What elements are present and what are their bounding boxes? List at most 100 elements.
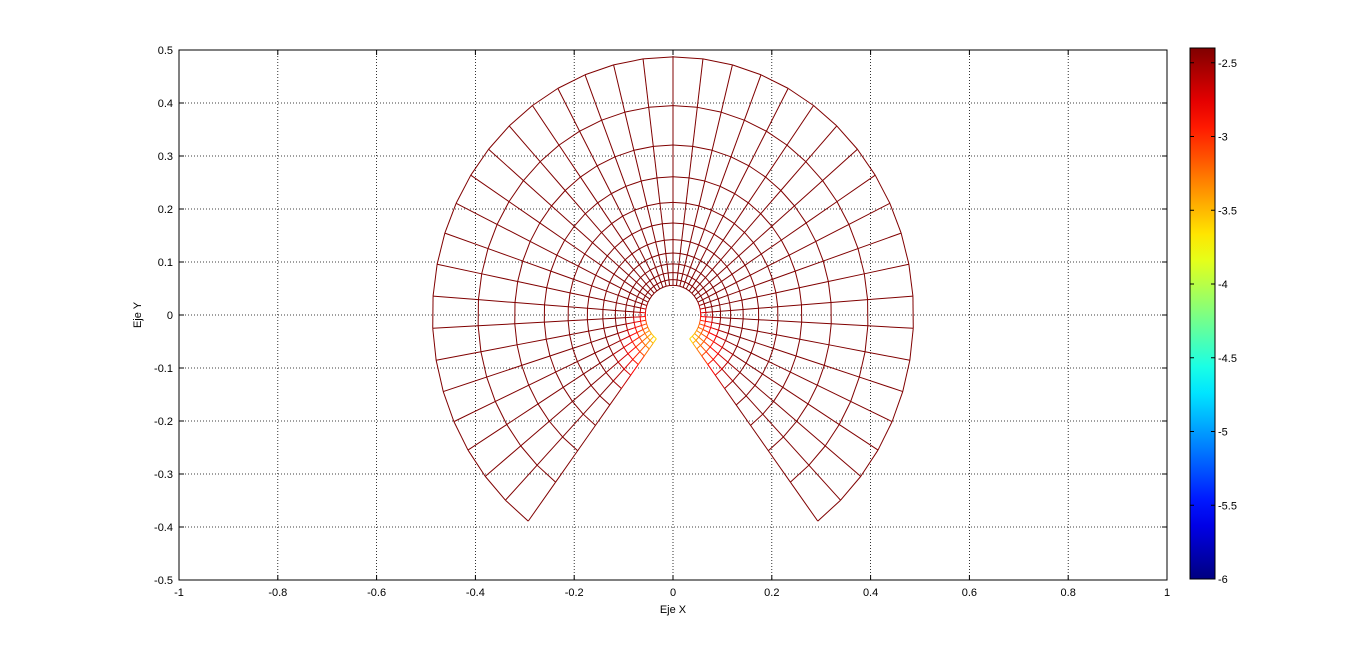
colorbar-tick-label: -3.5 bbox=[1218, 205, 1237, 217]
mesh-edge bbox=[609, 273, 615, 283]
mesh-edge bbox=[720, 317, 731, 319]
mesh-edge bbox=[646, 333, 652, 338]
mesh-edge bbox=[582, 395, 601, 415]
mesh-edge bbox=[656, 283, 661, 290]
mesh-edge bbox=[710, 322, 713, 328]
mesh-edge bbox=[603, 325, 617, 329]
mesh-edge bbox=[612, 354, 619, 363]
mesh-edge bbox=[744, 264, 751, 276]
mesh-edge bbox=[765, 176, 782, 191]
mesh-edge bbox=[633, 317, 635, 323]
mesh-edge bbox=[640, 321, 643, 326]
mesh-edge bbox=[724, 281, 737, 289]
mesh-edge bbox=[799, 281, 829, 289]
mesh-edge bbox=[659, 286, 664, 290]
mesh-edge bbox=[697, 301, 700, 306]
mesh-edge bbox=[624, 253, 633, 261]
mesh-edge bbox=[838, 401, 852, 425]
mesh-edge bbox=[496, 223, 531, 242]
mesh-edge bbox=[609, 388, 622, 406]
mesh-edge bbox=[624, 112, 635, 151]
mesh-edge bbox=[859, 376, 903, 393]
mesh-edge bbox=[721, 361, 729, 370]
mesh-edge bbox=[651, 333, 655, 337]
mesh-edge bbox=[699, 303, 705, 307]
mesh-edge bbox=[622, 215, 633, 235]
mesh-edge bbox=[718, 323, 721, 331]
mesh-edge bbox=[743, 307, 759, 310]
mesh-edge bbox=[695, 295, 701, 300]
mesh-edge bbox=[681, 223, 685, 241]
mesh-edge bbox=[606, 255, 620, 267]
mesh-edge bbox=[828, 323, 832, 345]
mesh-edge bbox=[680, 253, 688, 256]
mesh-edge bbox=[624, 281, 634, 288]
mesh-edge bbox=[807, 403, 840, 425]
mesh-edge bbox=[817, 499, 841, 522]
mesh-edge bbox=[572, 266, 579, 280]
mesh-edge bbox=[700, 329, 704, 334]
mesh-edge bbox=[597, 202, 613, 224]
mesh-edge bbox=[721, 111, 745, 121]
mesh-edge bbox=[672, 201, 687, 204]
mesh-edge bbox=[579, 119, 602, 132]
mesh-edge bbox=[555, 450, 579, 483]
mesh-edge bbox=[760, 74, 789, 89]
mesh-edge bbox=[768, 436, 784, 452]
mesh-edge bbox=[641, 229, 648, 246]
mesh-edge bbox=[719, 302, 730, 306]
mesh-edge bbox=[684, 264, 691, 268]
mesh-edge bbox=[749, 274, 755, 286]
mesh-edge bbox=[660, 265, 664, 275]
mesh-edge bbox=[701, 351, 707, 357]
mesh-edge bbox=[824, 424, 840, 447]
mesh-edge bbox=[700, 291, 707, 297]
mesh-edge bbox=[595, 264, 602, 276]
mesh-edge bbox=[643, 348, 650, 357]
mesh-edge bbox=[647, 241, 656, 246]
mesh-edge bbox=[732, 345, 738, 355]
mesh-edge bbox=[613, 64, 626, 113]
mesh-edge bbox=[836, 201, 850, 225]
mesh-edge bbox=[773, 401, 797, 422]
mesh-edge bbox=[805, 125, 838, 162]
mesh-edge bbox=[692, 107, 698, 147]
mesh-edge bbox=[694, 330, 697, 334]
mesh-edge bbox=[606, 247, 615, 257]
mesh-edge bbox=[676, 272, 679, 280]
mesh-edge bbox=[691, 269, 697, 279]
mesh-edge bbox=[719, 323, 730, 327]
mesh-edge bbox=[726, 255, 740, 267]
mesh-edge bbox=[612, 380, 622, 389]
mesh-edge bbox=[677, 279, 682, 282]
mesh-edge bbox=[664, 279, 669, 282]
mesh-edge bbox=[714, 368, 723, 376]
mesh-edge bbox=[716, 274, 722, 282]
mesh-edge bbox=[573, 278, 592, 287]
mesh-edge bbox=[641, 177, 658, 182]
mesh-edge bbox=[653, 144, 674, 147]
mesh-edge bbox=[758, 319, 778, 322]
mesh-edge bbox=[864, 325, 869, 352]
mesh-edge bbox=[643, 56, 674, 60]
mesh-edge bbox=[702, 329, 710, 333]
mesh-edge bbox=[455, 174, 472, 204]
mesh-edge bbox=[517, 260, 524, 282]
mesh-edge bbox=[703, 321, 706, 326]
mesh-edge bbox=[617, 353, 629, 363]
mesh-edge bbox=[514, 281, 519, 303]
mesh-edge bbox=[599, 362, 607, 373]
mesh-edge bbox=[672, 105, 698, 108]
mesh-edge bbox=[730, 156, 750, 167]
mesh-edge bbox=[720, 247, 732, 261]
mesh-edge bbox=[481, 248, 489, 274]
mesh-edge bbox=[572, 341, 592, 349]
mesh-edge bbox=[702, 58, 733, 66]
mesh-edge bbox=[580, 176, 599, 204]
mesh-edge bbox=[743, 318, 759, 321]
mesh-edge bbox=[703, 303, 706, 309]
mesh-edge bbox=[731, 232, 745, 248]
mesh-edge bbox=[627, 346, 637, 355]
mesh-edge bbox=[790, 371, 818, 386]
mesh-edge bbox=[698, 180, 706, 206]
